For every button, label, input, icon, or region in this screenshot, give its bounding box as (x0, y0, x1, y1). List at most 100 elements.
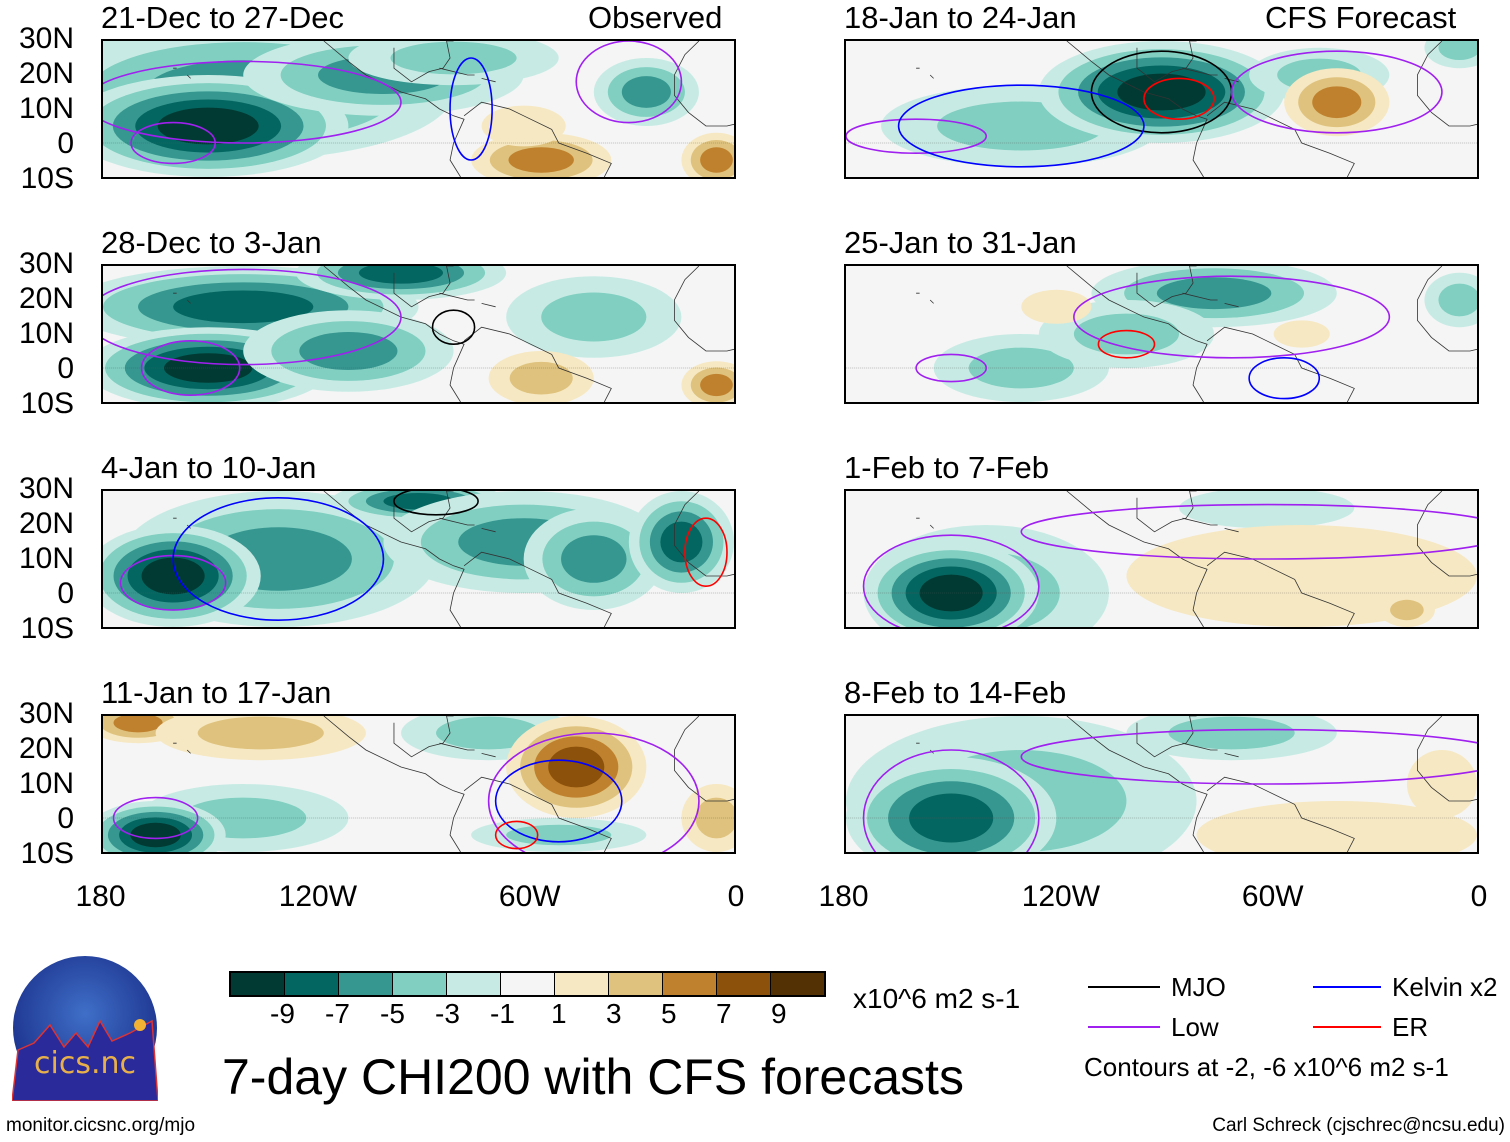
lat-tick-label: 10S (20, 837, 74, 870)
wave-contour (1144, 78, 1214, 119)
low-line-swatch (1088, 1026, 1160, 1028)
anomaly-shading (506, 824, 612, 846)
wave-contour (496, 760, 622, 842)
lat-tick-label: 0 (57, 127, 74, 160)
wave-contour (1021, 730, 1477, 784)
contour-note: Contours at -2, -6 x10^6 m2 s-1 (1084, 1052, 1449, 1082)
lat-tick-label: 0 (57, 352, 74, 385)
wave-contour (142, 341, 240, 395)
lat-tick-label: 10S (20, 162, 74, 195)
colorbar-swatch (771, 973, 824, 995)
coastline (173, 266, 734, 402)
wave-contour (114, 798, 198, 839)
anomaly-shading (509, 361, 573, 395)
lat-tick-label: 0 (57, 802, 74, 835)
anomaly-shading (390, 41, 517, 75)
anomaly-shading (561, 535, 627, 583)
wave-contour (433, 310, 475, 344)
anomaly-shading (1273, 320, 1330, 348)
anomaly-shading (700, 373, 733, 397)
panel-title: 1-Feb to 7-Feb (844, 450, 1050, 485)
wave-contour (489, 733, 699, 852)
colorbar-tick-label: 3 (606, 998, 622, 1029)
colorbar-swatch (339, 973, 393, 995)
anomaly-shading (1156, 277, 1272, 310)
lat-tick-label: 30N (18, 22, 74, 55)
panel-title: 8-Feb to 14-Feb (844, 675, 1067, 710)
panel-tag: CFS Forecast (1265, 0, 1457, 35)
lat-tick-label: 0 (57, 577, 74, 610)
lat-tick-label: 10S (20, 612, 74, 645)
colorbar-swatch (447, 973, 501, 995)
panel-title: 18-Jan to 24-Jan (844, 0, 1077, 35)
anomaly-shading (1179, 491, 1355, 529)
wave-contour (685, 518, 727, 586)
lon-tick-label: 180 (818, 880, 869, 913)
anomaly-shading (508, 147, 574, 173)
wave-contour (864, 535, 1039, 627)
map-panel (844, 39, 1479, 179)
colorbar-swatch (663, 973, 717, 995)
colorbar-swatch (501, 973, 555, 995)
colorbar-tick-label: -5 (380, 998, 405, 1029)
wave-contour (864, 750, 1039, 852)
lat-tick-label: 20N (18, 282, 74, 315)
lat-tick-label: 10N (18, 317, 74, 350)
map-panel (844, 264, 1479, 404)
mjo-line-swatch (1088, 986, 1160, 988)
anomaly-shading (1021, 289, 1092, 324)
colorbar-swatch (393, 973, 447, 995)
anomaly-shading (113, 716, 163, 733)
anomaly-shading (1312, 86, 1362, 119)
map-panel (101, 264, 736, 404)
legend-mjo: MJO (1171, 972, 1226, 1002)
colorbar-tick-label: 5 (661, 998, 677, 1029)
colorbar-tick-label: 9 (771, 998, 787, 1029)
anomaly-shading (1168, 716, 1295, 750)
lat-tick-label: 10S (20, 387, 74, 420)
panel-title: 11-Jan to 17-Jan (101, 675, 332, 710)
lat-tick-label: 20N (18, 507, 74, 540)
colorbar (229, 971, 826, 997)
anomaly-shading (548, 746, 605, 788)
er-line-swatch (1313, 1026, 1381, 1028)
lat-tick-label: 30N (18, 247, 74, 280)
colorbar-tick-label: -3 (435, 998, 460, 1029)
panel-tag: Observed (588, 0, 723, 35)
colorbar-tick-label: 7 (716, 998, 732, 1029)
colorbar-swatch (555, 973, 609, 995)
colorbar-tick-label: -1 (490, 998, 515, 1029)
coastline (916, 491, 1477, 627)
colorbar-swatch (285, 973, 339, 995)
lat-tick-label: 10N (18, 542, 74, 575)
anomaly-shading (1196, 801, 1477, 852)
panel-title: 4-Jan to 10-Jan (101, 450, 317, 485)
anomaly-shading (1073, 313, 1180, 355)
colorbar-swatch (609, 973, 663, 995)
legend-kelvin: Kelvin x2 (1392, 972, 1498, 1002)
wave-contour (899, 85, 1144, 167)
map-panel (101, 714, 736, 854)
wave-contour (173, 498, 383, 620)
wave-contour (1232, 51, 1442, 133)
lat-tick-label: 30N (18, 697, 74, 730)
wave-contour (576, 41, 681, 123)
colorbar-tick-label: -9 (270, 998, 295, 1029)
map-panel (101, 39, 736, 179)
wave-contour (103, 61, 401, 143)
anomaly-shading (1390, 599, 1424, 621)
footer-url: monitor.cicsnc.org/mjo (6, 1115, 196, 1136)
wave-contour (916, 354, 986, 381)
wave-contour (1021, 505, 1477, 559)
anomaly-shading (1117, 73, 1206, 111)
panel-title: 25-Jan to 31-Jan (844, 225, 1077, 260)
anomaly-shading (197, 716, 324, 750)
anomaly-shading (173, 290, 314, 324)
anomaly-shading (1438, 283, 1477, 317)
legend-er: ER (1392, 1012, 1429, 1042)
anomaly-shading (968, 347, 1074, 389)
lat-tick-label: 20N (18, 57, 74, 90)
lat-tick-label: 10N (18, 92, 74, 125)
anomaly-shading (358, 266, 444, 284)
